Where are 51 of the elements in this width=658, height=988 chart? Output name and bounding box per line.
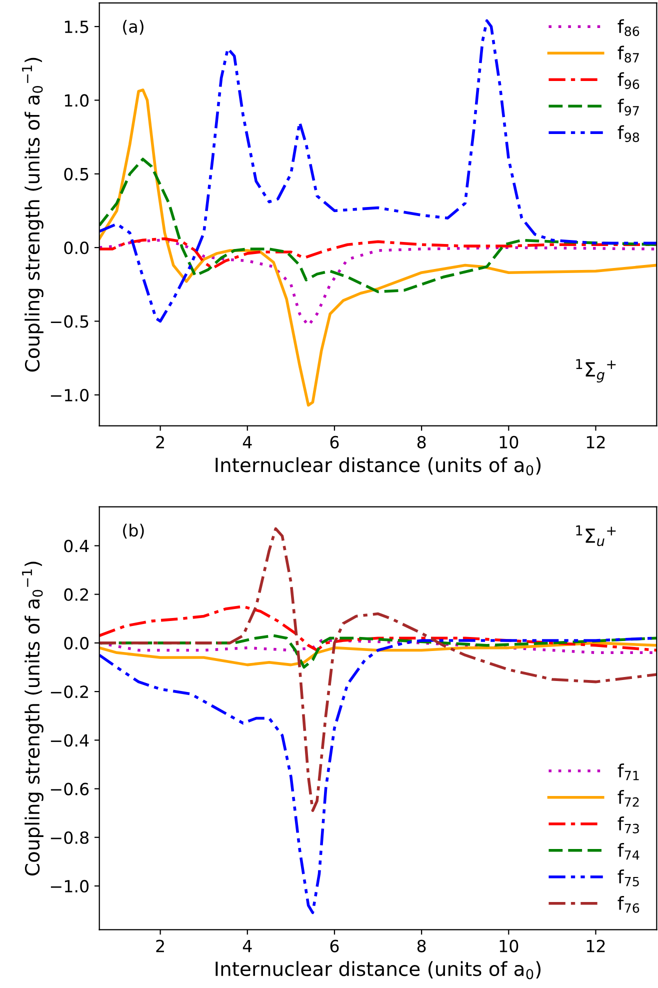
x-axis-title: Internuclear distance (units of a$_{0}$) <box>216 457 541 476</box>
x-tick-label: 10 <box>500 940 518 952</box>
x-tick-label: 6 <box>330 940 339 952</box>
y-axis-title: Coupling strength (units of a$_{0}$$^{−1}$) <box>22 562 44 876</box>
y-tick-label: 1.5 <box>64 20 88 34</box>
x-tick-label: 12 <box>586 940 605 952</box>
y-tick-label: 1.0 <box>64 94 89 107</box>
legend-label: f$_{97}$ <box>618 98 639 116</box>
y-tick-label: −1.0 <box>50 880 89 893</box>
line-series <box>99 642 657 666</box>
legend-label: f$_{72}$ <box>618 790 639 807</box>
x-tick-label: 4 <box>242 436 252 448</box>
y-tick-label: −1.0 <box>50 388 89 402</box>
y-axis-title: Coupling strength (units of a$_{0}$$^{−1}$) <box>22 58 44 372</box>
legend-label: f$_{71}$ <box>618 763 639 780</box>
x-tick-label: 8 <box>417 436 426 448</box>
x-tick-label: 12 <box>586 436 605 448</box>
y-tick-label: 0.0 <box>64 242 89 254</box>
y-tick-label: −0.5 <box>50 315 88 328</box>
y-tick-label: 0.4 <box>64 540 89 552</box>
y-tick-label: 0.5 <box>64 168 88 180</box>
y-tick-label: 0.2 <box>64 588 88 601</box>
annotation: (b) <box>123 524 144 539</box>
line-series <box>99 605 657 652</box>
line-series <box>99 158 657 294</box>
x-tick-label: 4 <box>242 940 252 952</box>
y-tick-label: −0.2 <box>50 686 88 698</box>
y-tick-label: −0.8 <box>50 831 88 844</box>
y-tick-label: −0.6 <box>50 782 89 796</box>
y-tick-label: −0.4 <box>50 734 89 747</box>
line-series <box>99 88 657 407</box>
x-tick-label: 2 <box>156 436 164 448</box>
legend-label: f$_{76}$ <box>618 896 640 913</box>
line-series <box>99 19 657 323</box>
x-tick-label: 10 <box>500 436 518 448</box>
x-tick-label: 6 <box>330 436 339 448</box>
legend-label: f$_{73}$ <box>618 816 639 834</box>
legend-label: f$_{74}$ <box>618 842 640 860</box>
legend-label: f$_{98}$ <box>618 125 640 142</box>
x-tick-label: 2 <box>156 940 164 952</box>
x-axis-title: Internuclear distance (units of a$_{0}$) <box>216 961 541 980</box>
annotation: $^{1}$Σ$_{g}$$^{+}$ <box>576 359 616 382</box>
legend-label: f$_{86}$ <box>618 19 640 36</box>
line-series <box>99 237 657 270</box>
annotation: $^{1}$Σ$_{u}$$^{+}$ <box>576 525 616 546</box>
y-tick-label: 0.0 <box>64 636 89 650</box>
x-tick-label: 8 <box>417 940 426 952</box>
annotation: (a) <box>123 20 144 35</box>
legend-label: f$_{75}$ <box>618 869 639 886</box>
legend-label: f$_{87}$ <box>618 46 639 63</box>
legend-label: f$_{96}$ <box>618 72 640 90</box>
